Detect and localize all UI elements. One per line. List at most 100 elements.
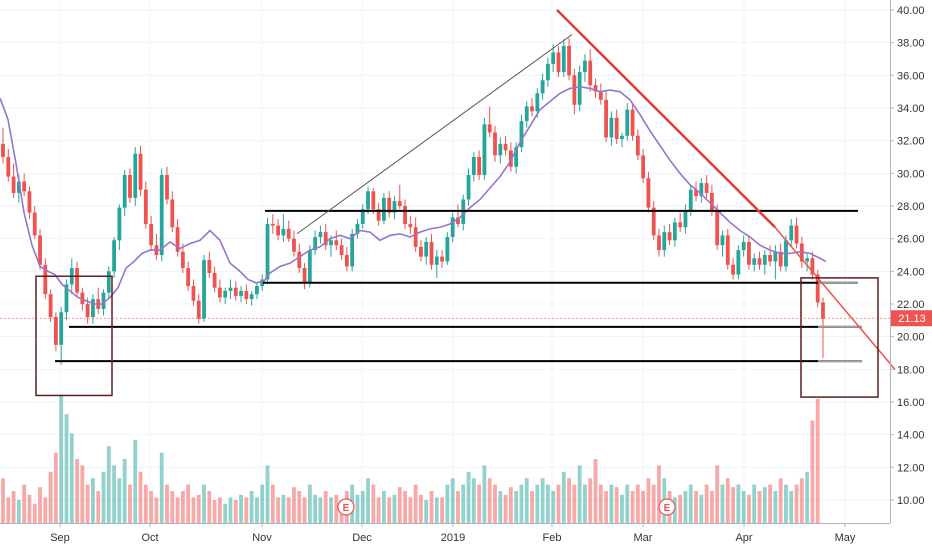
volume-bar xyxy=(38,487,42,523)
earnings-marker[interactable]: E xyxy=(658,498,676,516)
volume-bar xyxy=(694,491,698,523)
candle-body xyxy=(217,287,222,298)
volume-bar xyxy=(165,484,169,523)
volume-bar xyxy=(43,497,48,523)
uptrend-line[interactable] xyxy=(296,34,573,235)
candle-body xyxy=(112,240,117,272)
candle-body xyxy=(773,251,778,262)
candle-body xyxy=(6,157,11,177)
candle-body xyxy=(757,258,762,265)
candle-body xyxy=(117,207,122,241)
candle xyxy=(48,289,53,322)
volume-bar xyxy=(149,491,154,523)
candle-body xyxy=(678,222,683,228)
time-tick-label: Sep xyxy=(50,532,70,544)
candle xyxy=(366,186,370,215)
candle-body xyxy=(561,45,566,73)
volume-bar xyxy=(85,484,90,523)
volume-bar xyxy=(556,484,561,523)
candle-body xyxy=(715,210,720,246)
candle-body xyxy=(731,264,735,275)
volume-bar xyxy=(646,478,651,523)
volume-bar xyxy=(641,491,646,523)
volume-bar xyxy=(122,459,127,523)
candle-body xyxy=(450,217,455,238)
candle-body xyxy=(371,191,376,210)
downtrend-line[interactable] xyxy=(556,9,776,229)
highlight-box[interactable] xyxy=(800,277,879,398)
candle xyxy=(318,225,323,244)
candle xyxy=(445,232,450,265)
candle xyxy=(360,204,365,229)
time-tick-label: May xyxy=(835,532,856,544)
candle xyxy=(239,286,243,303)
volume-bar xyxy=(810,420,815,523)
volume-bar xyxy=(138,471,143,523)
candle-body xyxy=(133,153,138,198)
candle-body xyxy=(487,124,492,133)
candle-body xyxy=(699,183,704,197)
candle xyxy=(588,49,593,92)
candle xyxy=(434,250,439,278)
candle-body xyxy=(551,52,556,64)
candle xyxy=(270,214,275,234)
volume-bar xyxy=(101,471,106,523)
candle-body xyxy=(519,121,524,148)
volume-bar xyxy=(143,484,148,523)
volume-bar xyxy=(133,439,138,523)
candle xyxy=(556,45,561,77)
price-tick-label: 14.00 xyxy=(897,430,925,442)
candle-body xyxy=(620,135,624,140)
price-axis[interactable]: 10.00 12.00 14.00 16.00 18.00 20.00 22.00 24.00… xyxy=(890,0,925,523)
volume-bar xyxy=(154,497,159,523)
candle xyxy=(255,282,259,300)
volume-bar xyxy=(540,478,545,523)
candle-body xyxy=(635,135,640,156)
volume-bar xyxy=(27,494,32,523)
candle-body xyxy=(344,255,349,267)
volume-bar xyxy=(91,478,95,523)
candle-body xyxy=(165,174,169,200)
candle xyxy=(6,148,11,182)
volume-bar xyxy=(651,484,656,523)
volume-bar xyxy=(207,491,212,523)
drawing-annotations[interactable] xyxy=(35,9,896,398)
candle xyxy=(678,212,683,233)
candle-body xyxy=(567,45,571,76)
last-price-badge: 21.13 xyxy=(0,310,932,327)
candle xyxy=(651,201,656,241)
candle-body xyxy=(180,251,185,269)
candle-body xyxy=(22,181,27,192)
candle-body xyxy=(48,294,53,318)
volume-bar xyxy=(239,494,243,523)
candle-body xyxy=(556,52,561,73)
candle xyxy=(281,214,286,242)
candle-body xyxy=(64,284,69,313)
volume-bar xyxy=(498,491,503,523)
candle-body xyxy=(747,241,751,265)
candle-body xyxy=(720,235,725,246)
time-axis[interactable]: Sep Oct Nov Dec 2019 Feb Mar Apr May xyxy=(0,523,890,544)
candle-body xyxy=(778,251,783,267)
volume-bar xyxy=(419,494,423,523)
earnings-marker[interactable]: E xyxy=(337,498,355,516)
candle-body xyxy=(202,259,206,319)
candle-body xyxy=(323,232,328,246)
volume-bar xyxy=(112,465,117,523)
price-tick-label: 38.00 xyxy=(897,38,925,50)
volume-bar xyxy=(609,484,614,523)
candle xyxy=(540,73,545,100)
candle-body xyxy=(85,304,90,318)
downtrend-line-extension[interactable] xyxy=(774,226,896,370)
candle xyxy=(625,103,630,141)
candle-body xyxy=(302,268,307,283)
volume-bar xyxy=(614,487,619,523)
volume-bar xyxy=(6,497,11,523)
highlight-box[interactable] xyxy=(35,275,113,397)
candle-body xyxy=(170,199,175,228)
candle-body xyxy=(249,294,254,300)
candle-body xyxy=(32,212,37,236)
volume-bar xyxy=(75,459,79,523)
